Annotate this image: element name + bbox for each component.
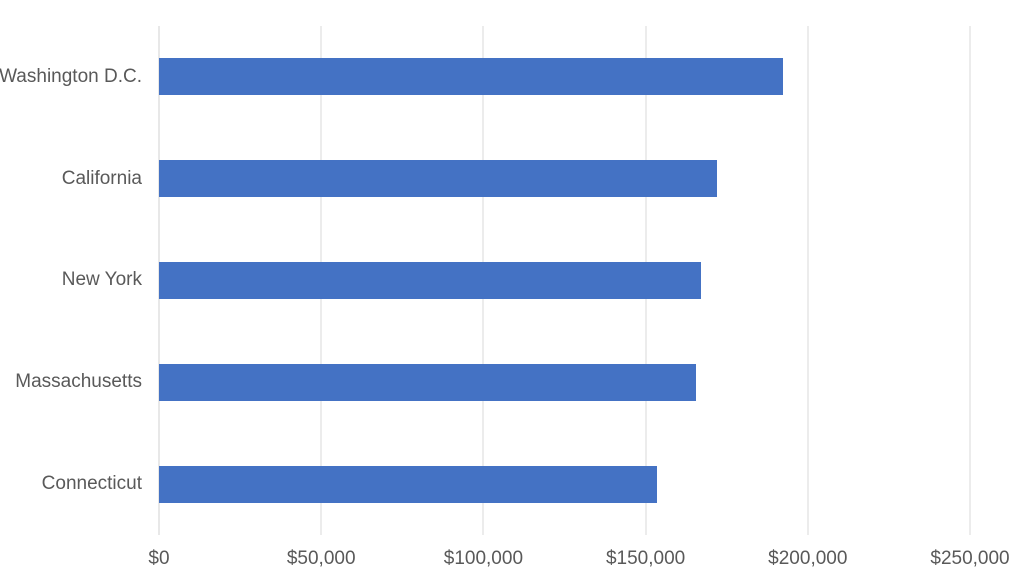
bar-row [159, 26, 970, 128]
y-axis-category-labels: Washington D.C. California New York Mass… [0, 26, 142, 535]
bar-washington-dc [159, 58, 784, 96]
tick-label-250000: $250,000 [930, 548, 1010, 569]
bar-row [159, 128, 970, 230]
category-label-massachusetts: Massachusetts [15, 371, 142, 393]
category-label-new-york: New York [61, 269, 142, 291]
tick-label-150000: $150,000 [605, 548, 686, 569]
tick-label-0: $0 [148, 548, 170, 569]
bar-row [159, 331, 970, 433]
bar-row [159, 230, 970, 332]
tick-label-50000: $50,000 [286, 548, 356, 569]
gridline-200000 [807, 26, 809, 535]
plot-area [158, 26, 971, 535]
bar-california [159, 160, 717, 198]
category-label-connecticut: Connecticut [41, 473, 142, 495]
tick-label-100000: $100,000 [443, 548, 524, 569]
x-axis-tick-labels: $0 $50,000 $100,000 $150,000 $200,000 $2… [148, 548, 1009, 574]
bar-new-york [159, 261, 701, 299]
category-label-california: California [61, 167, 142, 189]
bar-massachusetts [159, 363, 696, 401]
tick-label-200000: $200,000 [768, 548, 848, 569]
bar-connecticut [159, 465, 657, 503]
category-label-washington-dc: Washington D.C. [0, 65, 142, 87]
gridline-250000 [969, 26, 971, 535]
bar-series [159, 26, 970, 535]
bar-row [159, 433, 970, 535]
